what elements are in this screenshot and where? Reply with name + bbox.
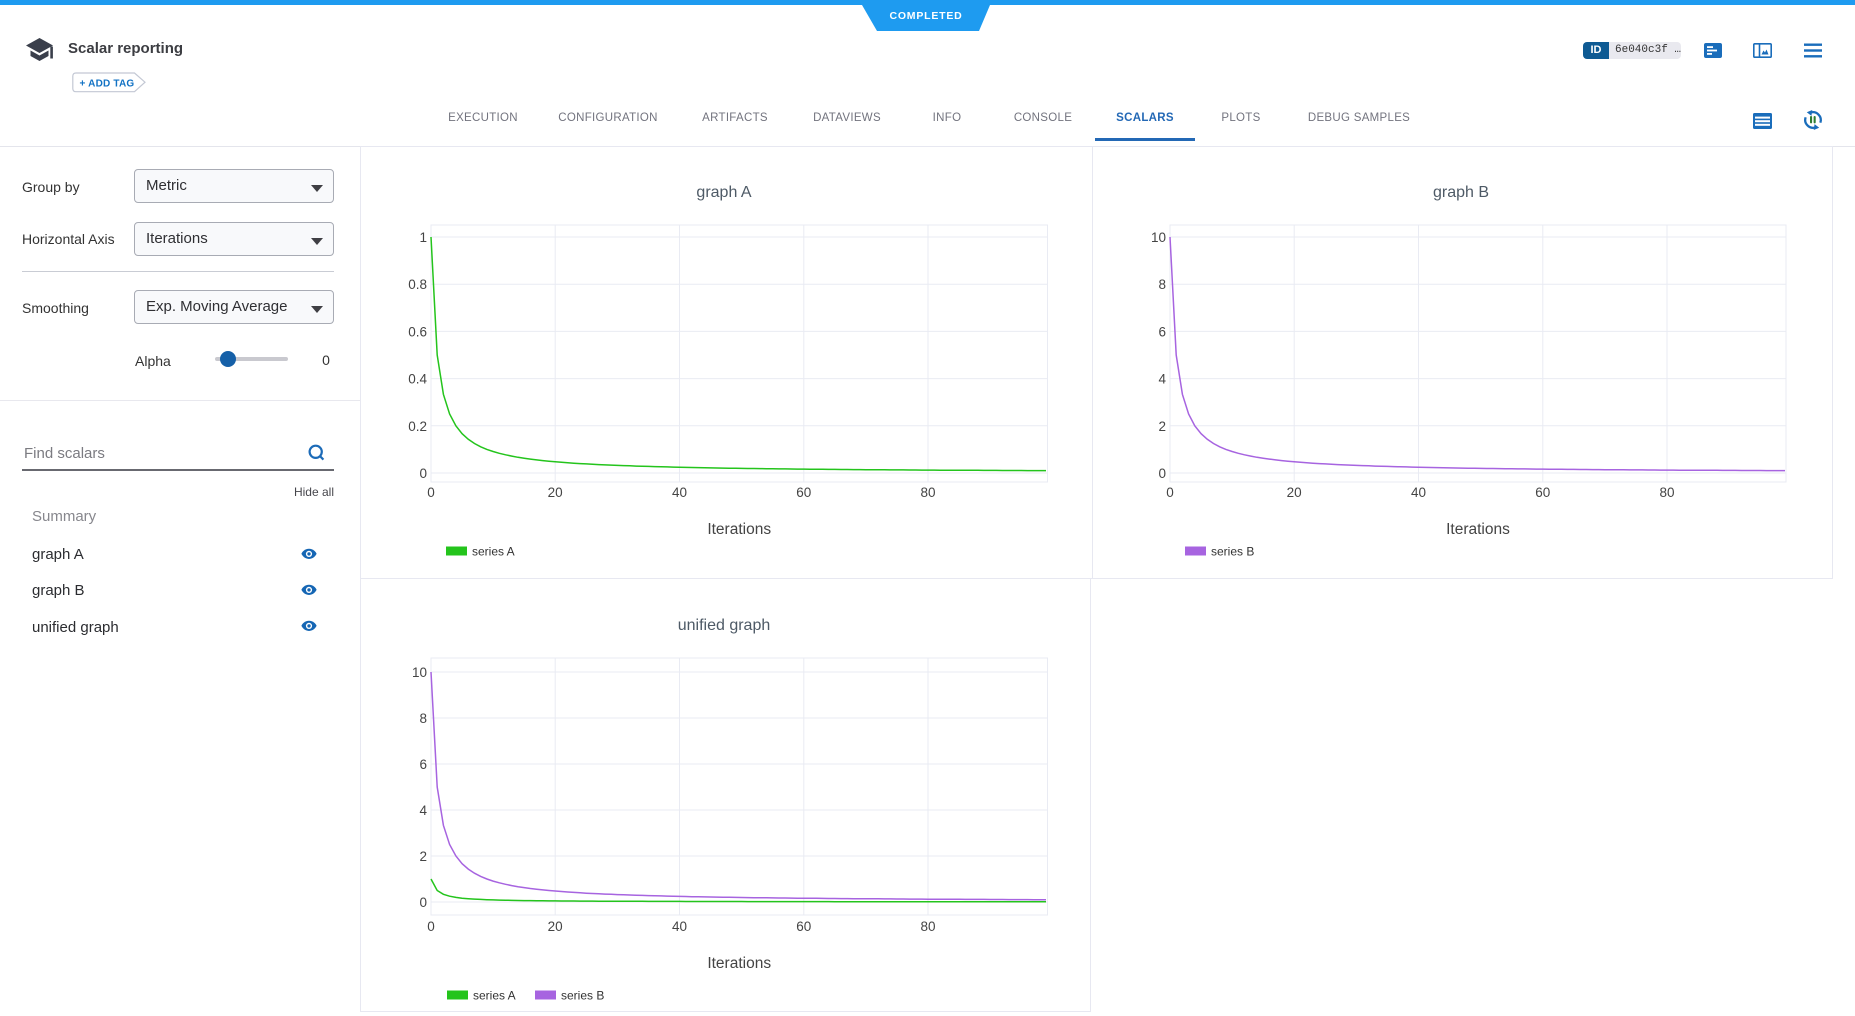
svg-text:0: 0 [427, 919, 435, 934]
svg-text:60: 60 [796, 919, 811, 934]
svg-text:0: 0 [427, 485, 435, 500]
svg-text:graph A: graph A [696, 184, 751, 201]
svg-text:2: 2 [1158, 419, 1166, 434]
svg-text:series A: series A [473, 989, 516, 1003]
svg-text:20: 20 [548, 919, 563, 934]
svg-text:0.8: 0.8 [408, 277, 427, 292]
svg-text:+ ADD TAG: + ADD TAG [80, 78, 135, 89]
svg-text:40: 40 [1411, 485, 1426, 500]
svg-text:graph B: graph B [1433, 184, 1489, 201]
svg-text:Iterations: Iterations [707, 955, 771, 972]
svg-text:0: 0 [419, 466, 427, 481]
svg-text:0: 0 [1158, 466, 1166, 481]
svg-text:8: 8 [1158, 277, 1166, 292]
svg-text:0: 0 [1166, 485, 1174, 500]
svg-text:40: 40 [672, 919, 687, 934]
svg-text:unified graph: unified graph [678, 617, 771, 634]
svg-text:80: 80 [1659, 485, 1674, 500]
svg-text:1: 1 [419, 230, 427, 245]
svg-text:80: 80 [920, 919, 935, 934]
svg-text:4: 4 [1158, 372, 1166, 387]
svg-text:6: 6 [1158, 324, 1166, 339]
svg-text:series B: series B [561, 989, 604, 1003]
svg-text:8: 8 [419, 711, 427, 726]
svg-text:20: 20 [1287, 485, 1302, 500]
svg-text:0: 0 [419, 895, 427, 910]
svg-text:40: 40 [672, 485, 687, 500]
svg-text:4: 4 [419, 803, 427, 818]
svg-text:2: 2 [419, 849, 427, 864]
svg-text:Iterations: Iterations [707, 521, 771, 538]
svg-text:series B: series B [1211, 545, 1254, 559]
svg-text:80: 80 [920, 485, 935, 500]
svg-text:60: 60 [1535, 485, 1550, 500]
svg-text:10: 10 [1151, 230, 1166, 245]
svg-text:0.6: 0.6 [408, 324, 427, 339]
svg-text:0.4: 0.4 [408, 372, 427, 387]
svg-text:0.2: 0.2 [408, 419, 427, 434]
svg-text:60: 60 [796, 485, 811, 500]
svg-text:6: 6 [419, 757, 427, 772]
svg-text:10: 10 [412, 665, 427, 680]
svg-text:20: 20 [548, 485, 563, 500]
svg-text:series A: series A [472, 545, 515, 559]
svg-text:Iterations: Iterations [1446, 521, 1510, 538]
